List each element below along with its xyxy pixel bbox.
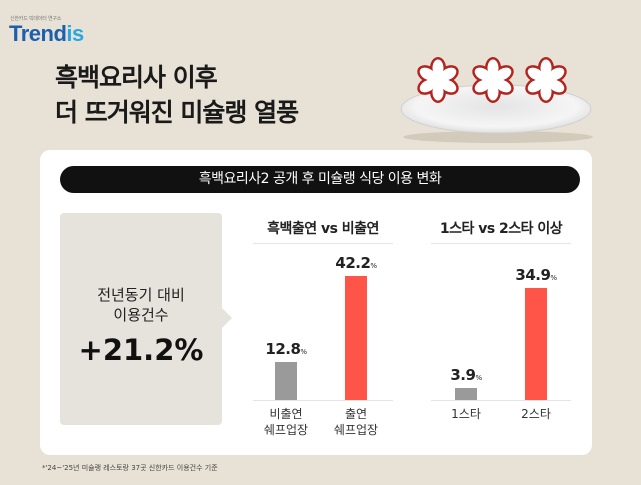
logo-main: Trend	[9, 21, 67, 46]
data-unit: %	[475, 373, 482, 382]
kpi-pointer-arrow	[222, 308, 232, 328]
banner-title: 흑백요리사2 공개 후 미슐랭 식당 이용 변화	[60, 166, 580, 193]
title-line-2: 더 뜨거워진 미슐랭 열풍	[55, 98, 299, 127]
kpi-label-line-2: 이용건수	[113, 306, 169, 324]
bar	[275, 362, 297, 400]
chart-title-divider	[431, 243, 571, 244]
bar	[525, 288, 547, 400]
michelin-plate-illustration	[400, 57, 593, 143]
chart-title: 1스타 vs 2스타 이상	[439, 221, 563, 237]
data-value: 34.9	[515, 266, 551, 285]
data-value: 3.9	[450, 365, 476, 384]
data-label: 3.9%	[431, 366, 501, 384]
chart-baseline	[431, 400, 571, 401]
logo-subtitle: 신한카드 빅데이터 연구소	[10, 16, 62, 22]
category-label: 2스타	[521, 407, 551, 421]
data-label: 42.2%	[321, 254, 391, 272]
data-label: 34.9%	[501, 266, 571, 284]
data-value: 42.2	[335, 253, 371, 272]
data-value: 12.8	[265, 340, 301, 359]
kpi-label: 전년동기 대비 이용건수	[60, 285, 222, 325]
michelin-star-icon	[525, 57, 567, 103]
chart-baseline	[253, 400, 393, 401]
category-label: 1스타	[451, 407, 481, 421]
data-label: 12.8%	[251, 340, 321, 358]
plate-shadow	[403, 131, 593, 143]
page-title: 흑백요리사 이후 더 뜨거워진 미슐랭 열풍	[55, 60, 299, 130]
trendis-logo: Trendis	[9, 21, 84, 47]
data-unit: %	[300, 348, 307, 357]
category-label: 비출연 쉐프업장	[263, 407, 309, 437]
data-unit: %	[370, 261, 377, 270]
michelin-star-icon	[472, 57, 514, 103]
chart-title: 흑백출연 vs 비출연	[267, 221, 379, 237]
title-line-1: 흑백요리사 이후	[55, 63, 218, 92]
data-unit: %	[550, 274, 557, 283]
kpi-label-line-1: 전년동기 대비	[97, 286, 185, 304]
michelin-star-icon	[417, 57, 459, 103]
bar	[345, 275, 367, 400]
kpi-value: +21.2%	[78, 333, 204, 367]
footnote: *'24~'25년 미슐랭 레스토랑 37곳 신한카드 이용건수 기준	[42, 464, 218, 472]
bar	[455, 387, 477, 400]
kpi-box: 전년동기 대비 이용건수 +21.2%	[60, 213, 222, 425]
chart-title-divider	[253, 243, 393, 244]
category-label: 출연 쉐프업장	[333, 407, 379, 437]
logo-accent: is	[66, 21, 84, 46]
